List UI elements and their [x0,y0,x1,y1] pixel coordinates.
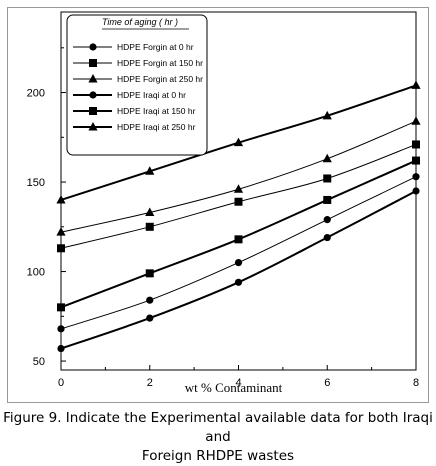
legend-label-4: HDPE Iraqi at 0 hr [117,90,186,100]
data-point-series-1 [234,259,243,267]
data-point-series-1 [146,296,154,304]
legend-marker-2 [89,59,97,67]
data-point-series-2 [234,197,243,206]
data-point-series-4 [57,344,65,353]
series-line-4 [60,190,417,350]
data-point-series-5 [145,269,154,278]
series-line-2 [60,143,417,249]
legend-marker-5 [89,107,97,115]
data-point-series-3 [56,227,66,236]
legend-marker-3 [88,74,98,83]
y-tick-label: 150 [27,177,45,189]
legend-label-6: HDPE Iraqi at 250 hr [117,122,196,132]
y-tick-label: 100 [27,267,45,279]
legend-marker-6 [88,122,98,131]
data-point-series-5 [57,303,65,312]
data-point-series-2 [412,140,420,149]
legend-marker-1 [89,43,97,51]
legend-title: Time of aging ( hr ) [102,17,178,27]
data-point-series-4 [412,187,420,195]
legend-label-5: HDPE Iraqi at 150 hr [117,106,196,116]
data-point-series-4 [234,278,243,286]
data-point-series-2 [323,174,332,183]
data-point-series-1 [323,216,331,224]
data-point-series-1 [412,173,420,181]
data-point-series-6 [233,137,244,147]
data-point-series-4 [146,314,154,322]
caption-line-1: Figure 9. Indicate the Experimental avai… [3,410,433,445]
data-point-series-3 [233,184,244,193]
legend-label-2: HDPE Forgin at 150 hr [117,58,203,68]
data-point-series-6 [322,110,332,120]
data-point-series-5 [234,235,243,244]
legend-box [66,14,208,156]
data-point-series-6 [411,80,421,89]
data-point-series-6 [56,194,66,204]
x-tick-label: 2 [147,377,153,389]
data-point-series-2 [145,222,154,231]
caption-line-2: Foreign RHDPE wastes [141,448,295,464]
x-tick-label: 4 [235,377,241,389]
x-axis-label: wt % Contaminant [185,380,283,395]
data-point-series-3 [322,153,332,163]
data-point-series-5 [323,195,332,204]
data-point-series-6 [145,166,155,175]
y-tick-label: 200 [27,88,45,100]
x-tick-label: 0 [58,377,64,389]
figure: 0 2 4 6 8 50 100 150 200 wt % Contaminant Time of … [3,7,433,464]
legend-label-1: HDPE Forgin at 0 hr [117,42,194,52]
y-tick-label: 50 [33,356,45,368]
line-chart: 0 2 4 6 8 50 100 150 200 wt % Contaminant Time of … [27,11,421,395]
data-point-series-1 [57,325,65,333]
data-point-series-3 [411,116,421,125]
x-tick-label: 6 [324,377,330,389]
data-point-series-5 [412,156,420,165]
x-tick-label: 8 [413,377,419,389]
legend-label-3: HDPE Forgin at 250 hr [117,74,203,84]
chart-frame [7,7,429,403]
data-point-series-3 [145,207,155,216]
legend-marker-4 [89,91,97,99]
figure-caption: Figure 9. Indicate the Experimental avai… [0,409,436,466]
data-point-series-2 [57,244,65,253]
data-point-series-4 [323,233,331,242]
